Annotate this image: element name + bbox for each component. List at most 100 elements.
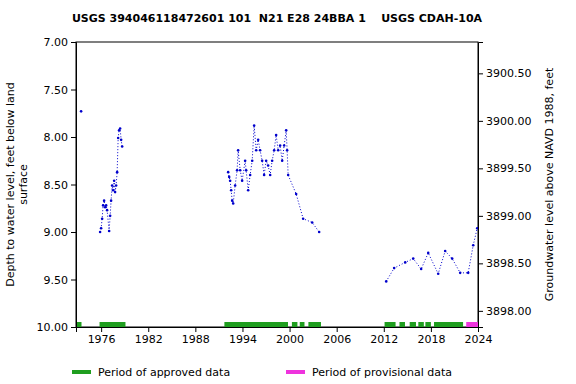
data-point (467, 272, 470, 275)
x-axis-tick-label: 2012 (370, 333, 398, 346)
data-point (227, 171, 230, 174)
y2-axis-tick: 3898.50 (478, 257, 532, 270)
data-point (273, 149, 276, 152)
y-axis-tick-mark (71, 280, 76, 281)
y2-axis-tick-mark (478, 216, 483, 217)
x-axis-tick-mark (148, 327, 149, 332)
data-point (302, 217, 305, 220)
data-point (231, 199, 234, 202)
data-point (261, 159, 264, 162)
x-axis: 197619821988199420002006201220182024 (77, 327, 493, 346)
data-point (116, 171, 119, 174)
data-point (444, 250, 447, 253)
period-bar (418, 322, 423, 327)
y2-axis-tick: 3899.50 (478, 162, 532, 175)
data-point (228, 176, 231, 179)
period-bar (410, 322, 416, 327)
period-bar (300, 322, 305, 327)
x-axis-tick: 2012 (370, 327, 398, 346)
data-point (412, 257, 415, 260)
x-axis-tick-mark (195, 327, 196, 332)
y2-axis-tick-mark (478, 73, 483, 74)
legend-item: Period of approved data (72, 366, 230, 379)
period-bar (100, 322, 126, 327)
period-bar (224, 322, 288, 327)
x-axis-tick: 2018 (417, 327, 445, 346)
data-point (239, 169, 242, 172)
data-point (251, 159, 254, 162)
data-point (115, 184, 118, 187)
period-bar (434, 322, 463, 327)
x-axis-tick-label: 1976 (88, 333, 116, 346)
y-axis-tick-label: 8.50 (44, 179, 69, 192)
x-axis-tick-mark (101, 327, 102, 332)
data-point (263, 174, 266, 177)
y-axis-tick-mark (71, 137, 76, 138)
data-point (286, 149, 289, 152)
x-axis-tick: 1976 (88, 327, 116, 346)
data-point (229, 179, 232, 182)
y2-axis-tick-label: 3898.00 (486, 305, 532, 318)
x-axis-tick: 2006 (323, 327, 351, 346)
data-point (237, 149, 240, 152)
data-point (249, 174, 252, 177)
y-axis-tick: 7.50 (44, 84, 77, 97)
y2-axis-tick: 3900.50 (478, 67, 532, 80)
y-axis-tick: 8.50 (44, 179, 77, 192)
data-point (120, 139, 123, 142)
data-point (285, 129, 288, 132)
y2-axis: 3898.003898.503899.003899.503900.003900.… (478, 43, 532, 328)
data-point (253, 124, 256, 127)
data-point (259, 149, 262, 152)
data-point (245, 169, 248, 172)
y2-axis-tick-label: 3899.50 (486, 162, 532, 175)
data-point (275, 134, 278, 137)
y-axis-title: surface (17, 164, 30, 205)
x-axis-tick: 1982 (135, 327, 163, 346)
data-point (279, 144, 282, 147)
y2-axis-tick-mark (478, 311, 483, 312)
data-point (404, 261, 407, 264)
data-point (265, 159, 268, 162)
legend-item: Period of provisional data (286, 366, 452, 379)
y-axis-tick-mark (71, 185, 76, 186)
data-point (269, 174, 272, 177)
data-point (267, 164, 270, 167)
period-bar (385, 322, 396, 327)
legend-swatch (72, 370, 91, 374)
legend-label: Period of approved data (98, 366, 230, 379)
data-point (295, 193, 298, 196)
period-bar (425, 322, 430, 327)
period-bar (399, 322, 404, 327)
x-axis-tick-label: 1982 (135, 333, 163, 346)
y2-axis-tick-mark (478, 168, 483, 169)
x-axis-tick-label: 2006 (323, 333, 351, 346)
y2-axis-tick: 3898.00 (478, 305, 532, 318)
y2-axis-tick-mark (478, 263, 483, 264)
plot-frame (76, 42, 478, 327)
y-axis: 7.007.508.008.509.009.5010.00 (37, 36, 77, 334)
data-point (420, 268, 423, 271)
y-axis-tick: 8.00 (44, 131, 77, 144)
data-point (109, 215, 112, 218)
y-axis-tick-label: 9.50 (44, 274, 69, 287)
y-axis-line (71, 43, 77, 328)
data-point (437, 273, 440, 276)
data-point (99, 231, 102, 234)
data-point (110, 199, 113, 202)
x-axis-line (77, 328, 479, 333)
x-axis-tick-label: 2024 (465, 333, 493, 346)
x-axis-tick-mark (290, 327, 291, 332)
x-axis-tick-label: 1988 (182, 333, 210, 346)
data-point (244, 159, 247, 162)
data-point (277, 149, 280, 152)
data-point (232, 202, 235, 205)
data-point (113, 179, 116, 182)
data-point (287, 174, 290, 177)
x-axis-tick: 1988 (182, 327, 210, 346)
data-point (102, 204, 105, 207)
y2-axis-title: Groundwater level above NAVD 1988, feet (543, 67, 556, 301)
y-axis-tick: 9.50 (44, 274, 77, 287)
data-point (281, 159, 284, 162)
period-bar (466, 322, 478, 327)
